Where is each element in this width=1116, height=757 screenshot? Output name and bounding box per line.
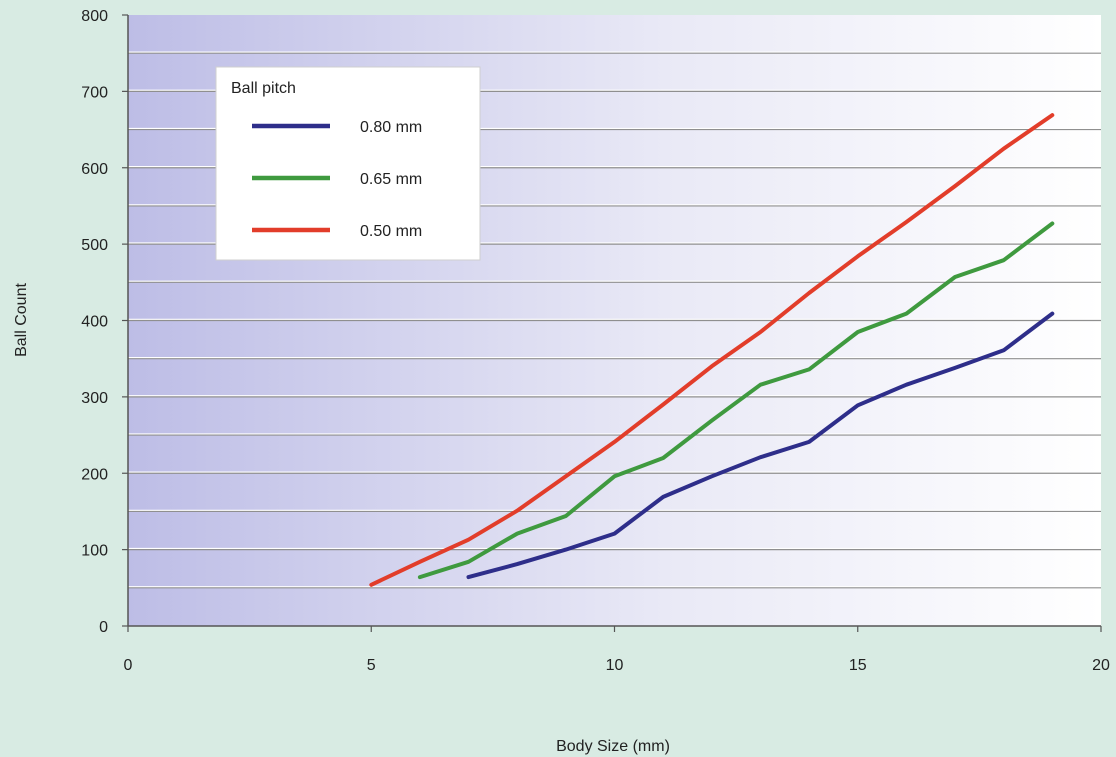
gridlines: [128, 51, 1101, 589]
y-tick-label: 200: [81, 466, 108, 483]
x-axis-title: Body Size (mm): [556, 738, 670, 755]
legend: Ball pitch 0.80 mm 0.65 mm 0.50 mm: [215, 66, 481, 261]
legend-entry-label: 0.65 mm: [360, 171, 422, 188]
series-line-0-80-mm: [466, 311, 1055, 580]
y-tick-label: 600: [81, 161, 108, 178]
y-tick-label: 100: [81, 543, 108, 560]
y-tick-label: 0: [99, 619, 108, 636]
legend-title: Ball pitch: [231, 80, 296, 97]
x-tick-label: 15: [849, 657, 867, 674]
axes: 0 100 200 300 400 500 600 700 800 0 5 10 15 20: [81, 8, 1110, 674]
y-tick-label: 800: [81, 8, 108, 25]
axis-labels: Body Size (mm) Ball Count: [13, 283, 670, 755]
y-tick-label: 500: [81, 237, 108, 254]
series-line-0-50-mm: [369, 113, 1055, 587]
y-tick-label: 700: [81, 84, 108, 101]
series-line-0-65-mm: [417, 221, 1055, 580]
x-tick-label: 5: [367, 657, 376, 674]
y-tick-label: 300: [81, 390, 108, 407]
y-axis-title: Ball Count: [13, 283, 30, 357]
series-lines: [369, 113, 1055, 587]
x-tick-label: 0: [124, 657, 133, 674]
legend-entry-label: 0.80 mm: [360, 119, 422, 136]
x-tick-label: 10: [606, 657, 624, 674]
x-tick-label: 20: [1092, 657, 1110, 674]
y-tick-label: 400: [81, 314, 108, 331]
legend-entry-label: 0.50 mm: [360, 223, 422, 240]
